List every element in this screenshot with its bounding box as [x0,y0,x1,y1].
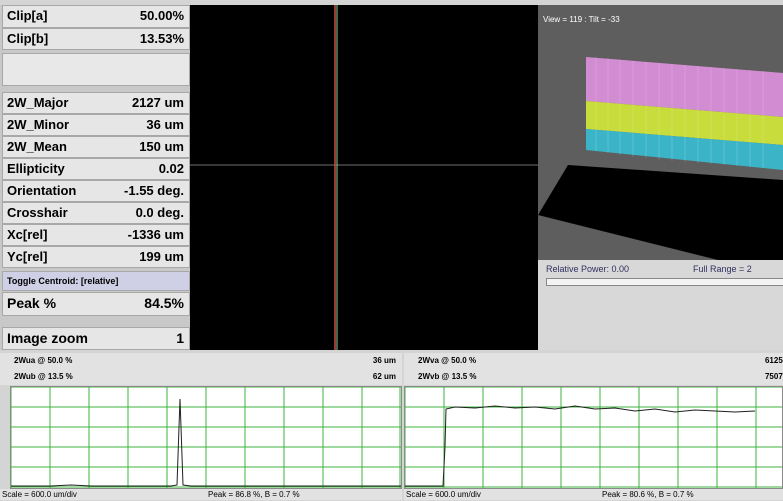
orientation-label: Orientation [7,183,77,198]
3d-floor [538,165,783,260]
profile-u-line1-label: 2Wua @ 50.0 % [14,356,73,365]
clip-b-row[interactable]: Clip[b] 13.53% [2,28,190,50]
profile-v-peak: Peak = 80.6 %, B = 0.7 % [602,490,694,499]
w-minor-label: 2W_Minor [7,117,70,132]
zoom-row[interactable]: Image zoom 1 [2,327,190,350]
relative-power-panel: Relative Power: 0.00 Full Range = 2 [538,260,783,350]
w-major-label: 2W_Major [7,95,69,110]
beam-image-view[interactable] [190,5,538,350]
clip-b-value: 13.53% [139,31,184,46]
ellipticity-label: Ellipticity [7,161,65,176]
yc-value: 199 um [139,249,184,264]
profile-u-graph [10,386,401,488]
yc-row[interactable]: Yc[rel] 199 um [2,246,190,268]
profile-v-line2-value: 7507 um [764,372,783,381]
profile-u-trace [11,398,401,487]
profile-u-plot[interactable] [10,386,402,489]
profile-u-grid [10,386,401,488]
toggle-centroid-label: Toggle Centroid: [relative] [7,276,119,286]
crosshair-value: 0.0 deg. [135,205,184,220]
peak-value: 84.5% [144,295,184,311]
3d-band-bottom [586,129,783,170]
profile-u-line1-value: 36 um [372,356,396,365]
crosshair-label: Crosshair [7,205,68,220]
clip-a-row[interactable]: Clip[a] 50.00% [2,5,190,28]
crosshair-row[interactable]: Crosshair 0.0 deg. [2,202,190,224]
profile-v-line1-label: 2Wva @ 50.0 % [418,356,477,365]
w-major-row[interactable]: 2W_Major 2127 um [2,92,190,114]
clip-a-value: 50.00% [139,8,184,23]
w-minor-value: 36 um [146,117,184,132]
profile-v-graph [404,386,782,488]
xc-label: Xc[rel] [7,227,48,242]
zoom-label: Image zoom [7,330,88,346]
profile-u-footer: Scale = 600.0 um/div Peak = 86.8 %, B = … [0,489,402,500]
xc-value: -1336 um [127,227,184,242]
peak-label: Peak % [7,295,57,311]
3d-band-mid [586,101,783,145]
crosshair-overlay [190,5,538,350]
zoom-value: 1 [176,330,184,346]
profile-u-peak: Peak = 86.8 %, B = 0.7 % [208,490,300,499]
blank-row [2,53,190,86]
3d-view-title: View = 119 : Tilt = -33 [543,15,620,24]
profile-u-line2-value: 62 um [372,372,396,381]
yc-label: Yc[rel] [7,249,48,264]
w-major-value: 2127 um [131,95,184,110]
peak-row[interactable]: Peak % 84.5% [2,292,190,316]
w-minor-row[interactable]: 2W_Minor 36 um [2,114,190,136]
profile-u-line2-label: 2Wub @ 13.5 % [14,372,73,381]
3d-beam-render [538,57,783,260]
relative-power-label: Relative Power: 0.00 [546,264,630,274]
measurement-panel: Clip[a] 50.00% Clip[b] 13.53% 2W_Major 2… [0,5,192,350]
toggle-centroid-button[interactable]: Toggle Centroid: [relative] [2,271,190,291]
profile-v-line1-value: 6125 um [764,356,783,365]
ellipticity-value: 0.02 [158,161,184,176]
xc-row[interactable]: Xc[rel] -1336 um [2,224,190,246]
profile-v-header-2: 2Wvb @ 13.5 % 7507 um [404,369,783,385]
3d-vertical-stripes [595,57,764,168]
profile-v-trace [405,405,756,487]
profile-v-line2-label: 2Wvb @ 13.5 % [418,372,477,381]
profile-u-header-2: 2Wub @ 13.5 % 62 um [0,369,402,385]
profile-u-scale: Scale = 600.0 um/div [2,490,77,499]
3d-view[interactable]: View = 119 : Tilt = -33 [538,5,783,260]
orientation-row[interactable]: Orientation -1.55 deg. [2,180,190,202]
profile-u-header-1: 2Wua @ 50.0 % 36 um [0,353,402,369]
relative-power-bar [546,278,783,286]
profile-v-scale: Scale = 600.0 um/div [406,490,481,499]
3d-band-top [586,57,783,117]
profile-v-plot[interactable] [404,386,783,489]
clip-b-label: Clip[b] [7,31,49,46]
profile-v-grid [404,386,782,488]
w-mean-label: 2W_Mean [7,139,67,154]
ellipticity-row[interactable]: Ellipticity 0.02 [2,158,190,180]
full-range-label: Full Range = 2 [693,264,752,274]
orientation-value: -1.55 deg. [124,183,184,198]
clip-a-label: Clip[a] [7,8,48,23]
profile-v-header-1: 2Wva @ 50.0 % 6125 um [404,353,783,369]
w-mean-row[interactable]: 2W_Mean 150 um [2,136,190,158]
profile-v-footer: Scale = 600.0 um/div Peak = 80.6 %, B = … [404,489,783,500]
w-mean-value: 150 um [139,139,184,154]
